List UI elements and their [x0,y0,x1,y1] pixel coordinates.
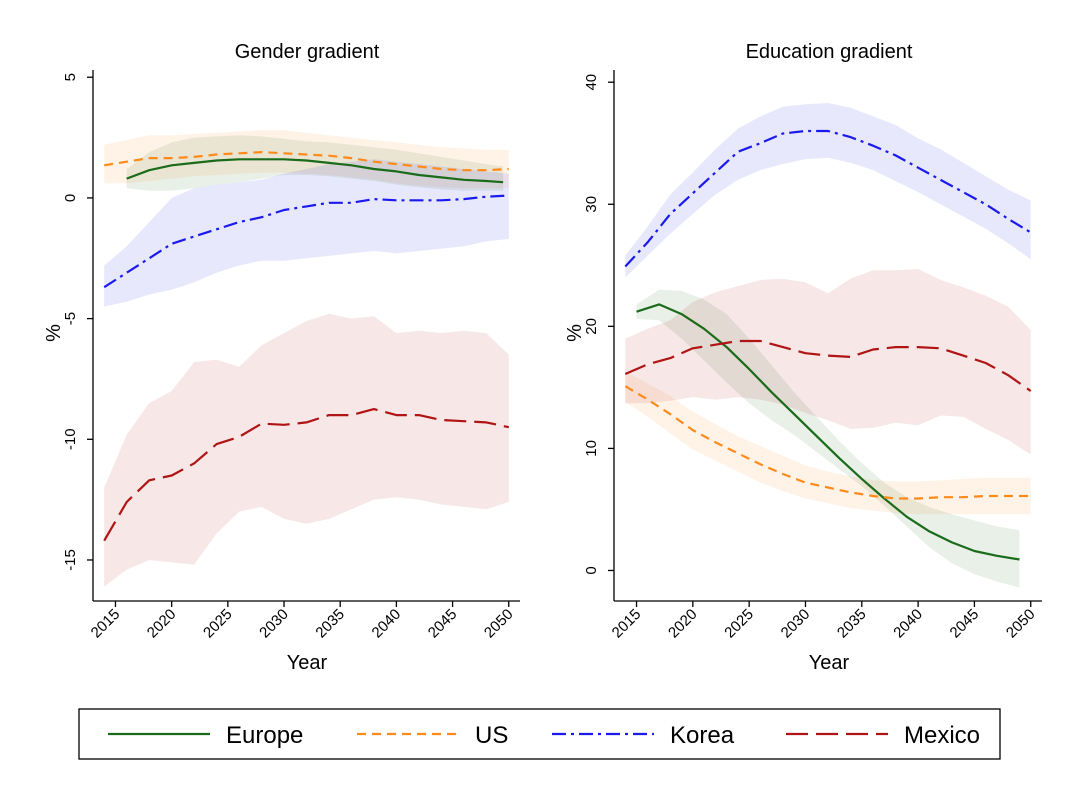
legend-label: Europe [226,722,303,749]
legend-item-korea: Korea [552,722,735,749]
y-tick-label: 0 [583,566,600,574]
education-gradient-panel: Education gradient 2015 2020 2025 2030 2035 2… [564,41,1042,674]
confidence-band-europe [636,289,1020,588]
legend-box [78,708,1001,760]
legend-label: Mexico [904,722,980,749]
y-tick-label: -5 [62,312,79,325]
y-axis-label: % [43,324,65,342]
y-tick-label: 40 [583,74,600,91]
confidence-band-mexico [625,269,1031,455]
x-axis-label: Year [809,652,850,674]
legend-item-us: US [357,722,508,749]
series-line-europe [636,303,1020,561]
confidence-band-us [625,371,1031,515]
y-tick-label: 30 [583,196,600,213]
confidence-band-europe [126,135,504,191]
y-tick-label: 10 [583,440,600,457]
legend-item-mexico: Mexico [786,722,980,749]
series-line-mexico [624,339,1032,392]
series-line-korea [103,194,509,289]
legend-label: US [475,722,508,749]
series-line-mexico [103,408,510,542]
series-line-us [624,385,1031,500]
panel-title: Education gradient [746,41,913,63]
series-line-us [104,151,509,172]
y-tick-label: 0 [62,194,79,202]
legend-label: Korea [670,722,735,749]
legend-item-europe: Europe [108,722,303,749]
y-tick-label: -10 [62,428,79,450]
panel-title: Gender gradient [235,41,380,63]
x-axis-label: Year [287,652,328,674]
y-tick-label: 5 [62,73,79,81]
confidence-band-korea [104,159,509,307]
y-tick-label: -15 [62,549,79,571]
confidence-band-mexico [104,313,509,587]
confidence-band-korea [625,103,1031,278]
legend: Europe US Korea Mexico [78,708,1001,760]
y-tick-label: 20 [583,318,600,335]
plot-area: 2015 2020 2025 2030 2035 2040 2045 205040302010… [583,70,1042,641]
series-line-korea [624,129,1032,268]
series-line-europe [126,158,504,184]
y-axis-label: % [564,324,586,342]
